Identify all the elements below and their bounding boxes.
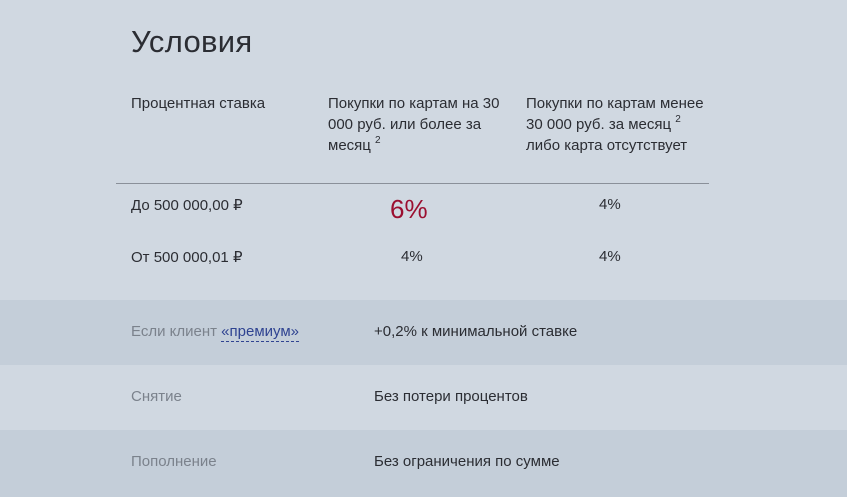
footnote-marker: 2 [675,114,681,125]
table-divider [116,183,709,184]
rate-highlight: 6% [390,194,428,224]
rate-cell: 4% [401,248,423,265]
row-range: От 500 000,01 ₽ [131,249,243,266]
section-title: Условия [131,24,253,59]
condition-row-withdrawal: Снятие Без потери процентов [0,365,847,430]
rate-cell: 4% [599,248,621,265]
condition-label: Если клиент «премиум» [131,323,299,342]
condition-row-replenishment: Пополнение Без ограничения по сумме [0,430,847,497]
header-purchases-under-30k: Покупки по картам менее 30 000 руб. за м… [526,93,706,156]
header-purchases-30k-plus: Покупки по картам на 30 000 руб. или бол… [328,93,508,156]
row-range: До 500 000,00 ₽ [131,197,243,214]
condition-value: Без потери процентов [374,388,528,405]
condition-row-premium: Если клиент «премиум» +0,2% к минимально… [0,300,847,365]
premium-link[interactable]: «премиум» [221,323,299,342]
condition-label-prefix: Если клиент [131,323,222,340]
rate-cell: 4% [599,196,621,213]
footnote-marker: 2 [375,135,381,146]
condition-value: Без ограничения по сумме [374,453,560,470]
header-purchases-under-30k-text: Покупки по картам менее 30 000 руб. за м… [526,95,704,133]
condition-label: Пополнение [131,453,217,470]
condition-value: +0,2% к минимальной ставке [374,323,578,340]
header-purchases-30k-plus-text: Покупки по картам на 30 000 руб. или бол… [328,95,500,154]
header-interest-rate: Процентная ставка [131,95,266,112]
header-no-card-text: либо карта отсутствует [526,137,688,154]
condition-label: Снятие [131,388,182,405]
